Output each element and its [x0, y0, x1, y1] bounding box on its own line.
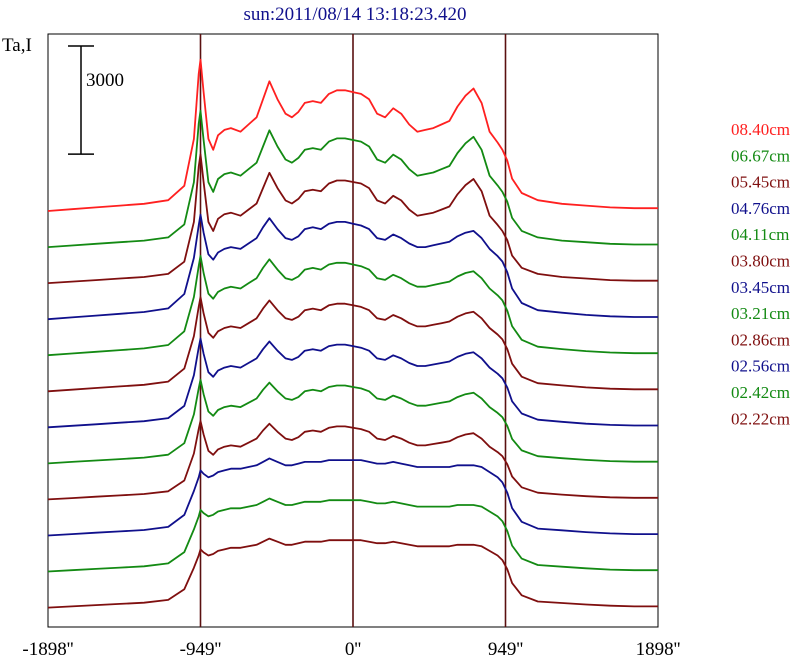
chart-title: sun:2011/08/14 13:18:23.420	[243, 4, 466, 25]
series-curves	[47, 58, 658, 609]
series-line-03.45cm	[47, 337, 658, 429]
legend-entry-02.42cm: 02.42cm	[731, 383, 790, 402]
legend-entry-04.76cm: 04.76cm	[731, 199, 790, 218]
legend-entry-04.11cm: 04.11cm	[731, 225, 789, 244]
y-axis-label: Ta,I	[2, 35, 32, 56]
reference-lines	[199, 34, 507, 627]
x-tick-label-3: 949''	[488, 639, 523, 660]
x-tick-label-2: 0''	[345, 639, 361, 660]
series-line-03.80cm	[47, 296, 658, 393]
series-line-04.76cm	[47, 213, 658, 321]
series-line-04.11cm	[47, 255, 658, 357]
series-line-08.40cm	[47, 58, 658, 212]
legend-entry-08.40cm: 08.40cm	[731, 120, 790, 139]
series-line-02.56cm	[47, 457, 658, 537]
series-line-03.21cm	[47, 378, 658, 465]
legend-entry-06.67cm: 06.67cm	[731, 146, 790, 165]
series-line-02.86cm	[47, 420, 658, 501]
series-line-05.45cm	[47, 153, 658, 284]
x-tick-label-0: -1898''	[22, 639, 73, 660]
legend-entry-03.80cm: 03.80cm	[731, 252, 790, 271]
series-line-06.67cm	[47, 109, 658, 248]
x-tick-label-1: -949''	[180, 639, 222, 660]
legend-entry-03.21cm: 03.21cm	[731, 304, 790, 323]
legend-entry-02.56cm: 02.56cm	[731, 357, 790, 376]
scale-bar-label: 3000	[86, 70, 124, 91]
scale-bar: 3000	[68, 45, 124, 155]
x-axis-ticks: -1898'' -949'' 0'' 949'' 1898''	[22, 639, 680, 660]
legend-entry-02.86cm: 02.86cm	[731, 330, 790, 349]
x-tick-label-4: 1898''	[636, 639, 681, 660]
legend: 08.40cm 06.67cm 05.45cm 04.76cm 04.11cm 03.80…	[731, 120, 790, 428]
series-line-02.22cm	[47, 537, 658, 609]
legend-entry-03.45cm: 03.45cm	[731, 278, 790, 297]
series-line-02.42cm	[47, 497, 658, 573]
legend-entry-02.22cm: 02.22cm	[731, 409, 790, 428]
legend-entry-05.45cm: 05.45cm	[731, 173, 790, 192]
